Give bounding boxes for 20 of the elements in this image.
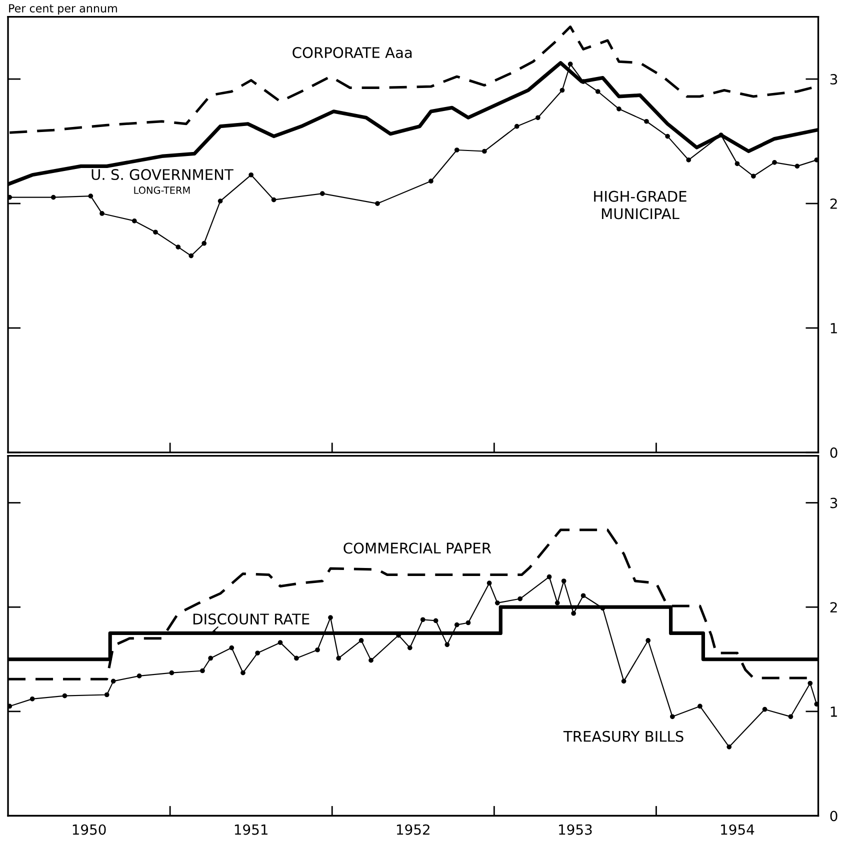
series-label: CORPORATE Aaa (292, 47, 412, 58)
series-label: U. S. GOVERNMENT LONG-TERM (92, 169, 234, 194)
series-label: COMMERCIAL PAPER (344, 542, 492, 554)
series-label: DISCOUNT RATE (193, 614, 310, 625)
y-tick-label: 3 (830, 74, 838, 85)
x-tick-label: 1953 (559, 824, 592, 835)
y-tick-label: 0 (830, 810, 838, 822)
x-tick-label: 1952 (396, 824, 430, 835)
x-tick-label: 1954 (721, 824, 754, 835)
y-tick-label: 2 (830, 198, 837, 209)
y-tick-label: 3 (830, 498, 838, 508)
y-tick-label: 2 (830, 602, 837, 612)
text: HIGH-GRADE MUNICIPAL (594, 190, 686, 220)
y-axis-title: Per cent per annum (9, 4, 117, 15)
y-tick-label: 1 (830, 323, 837, 334)
x-tick-label: 1950 (72, 824, 106, 835)
series-label: TREASURY BILLS (563, 730, 684, 742)
y-tick-label: 1 (830, 706, 837, 717)
y-tick-label: 0 (830, 447, 838, 458)
x-tick-label: 1951 (234, 824, 268, 835)
